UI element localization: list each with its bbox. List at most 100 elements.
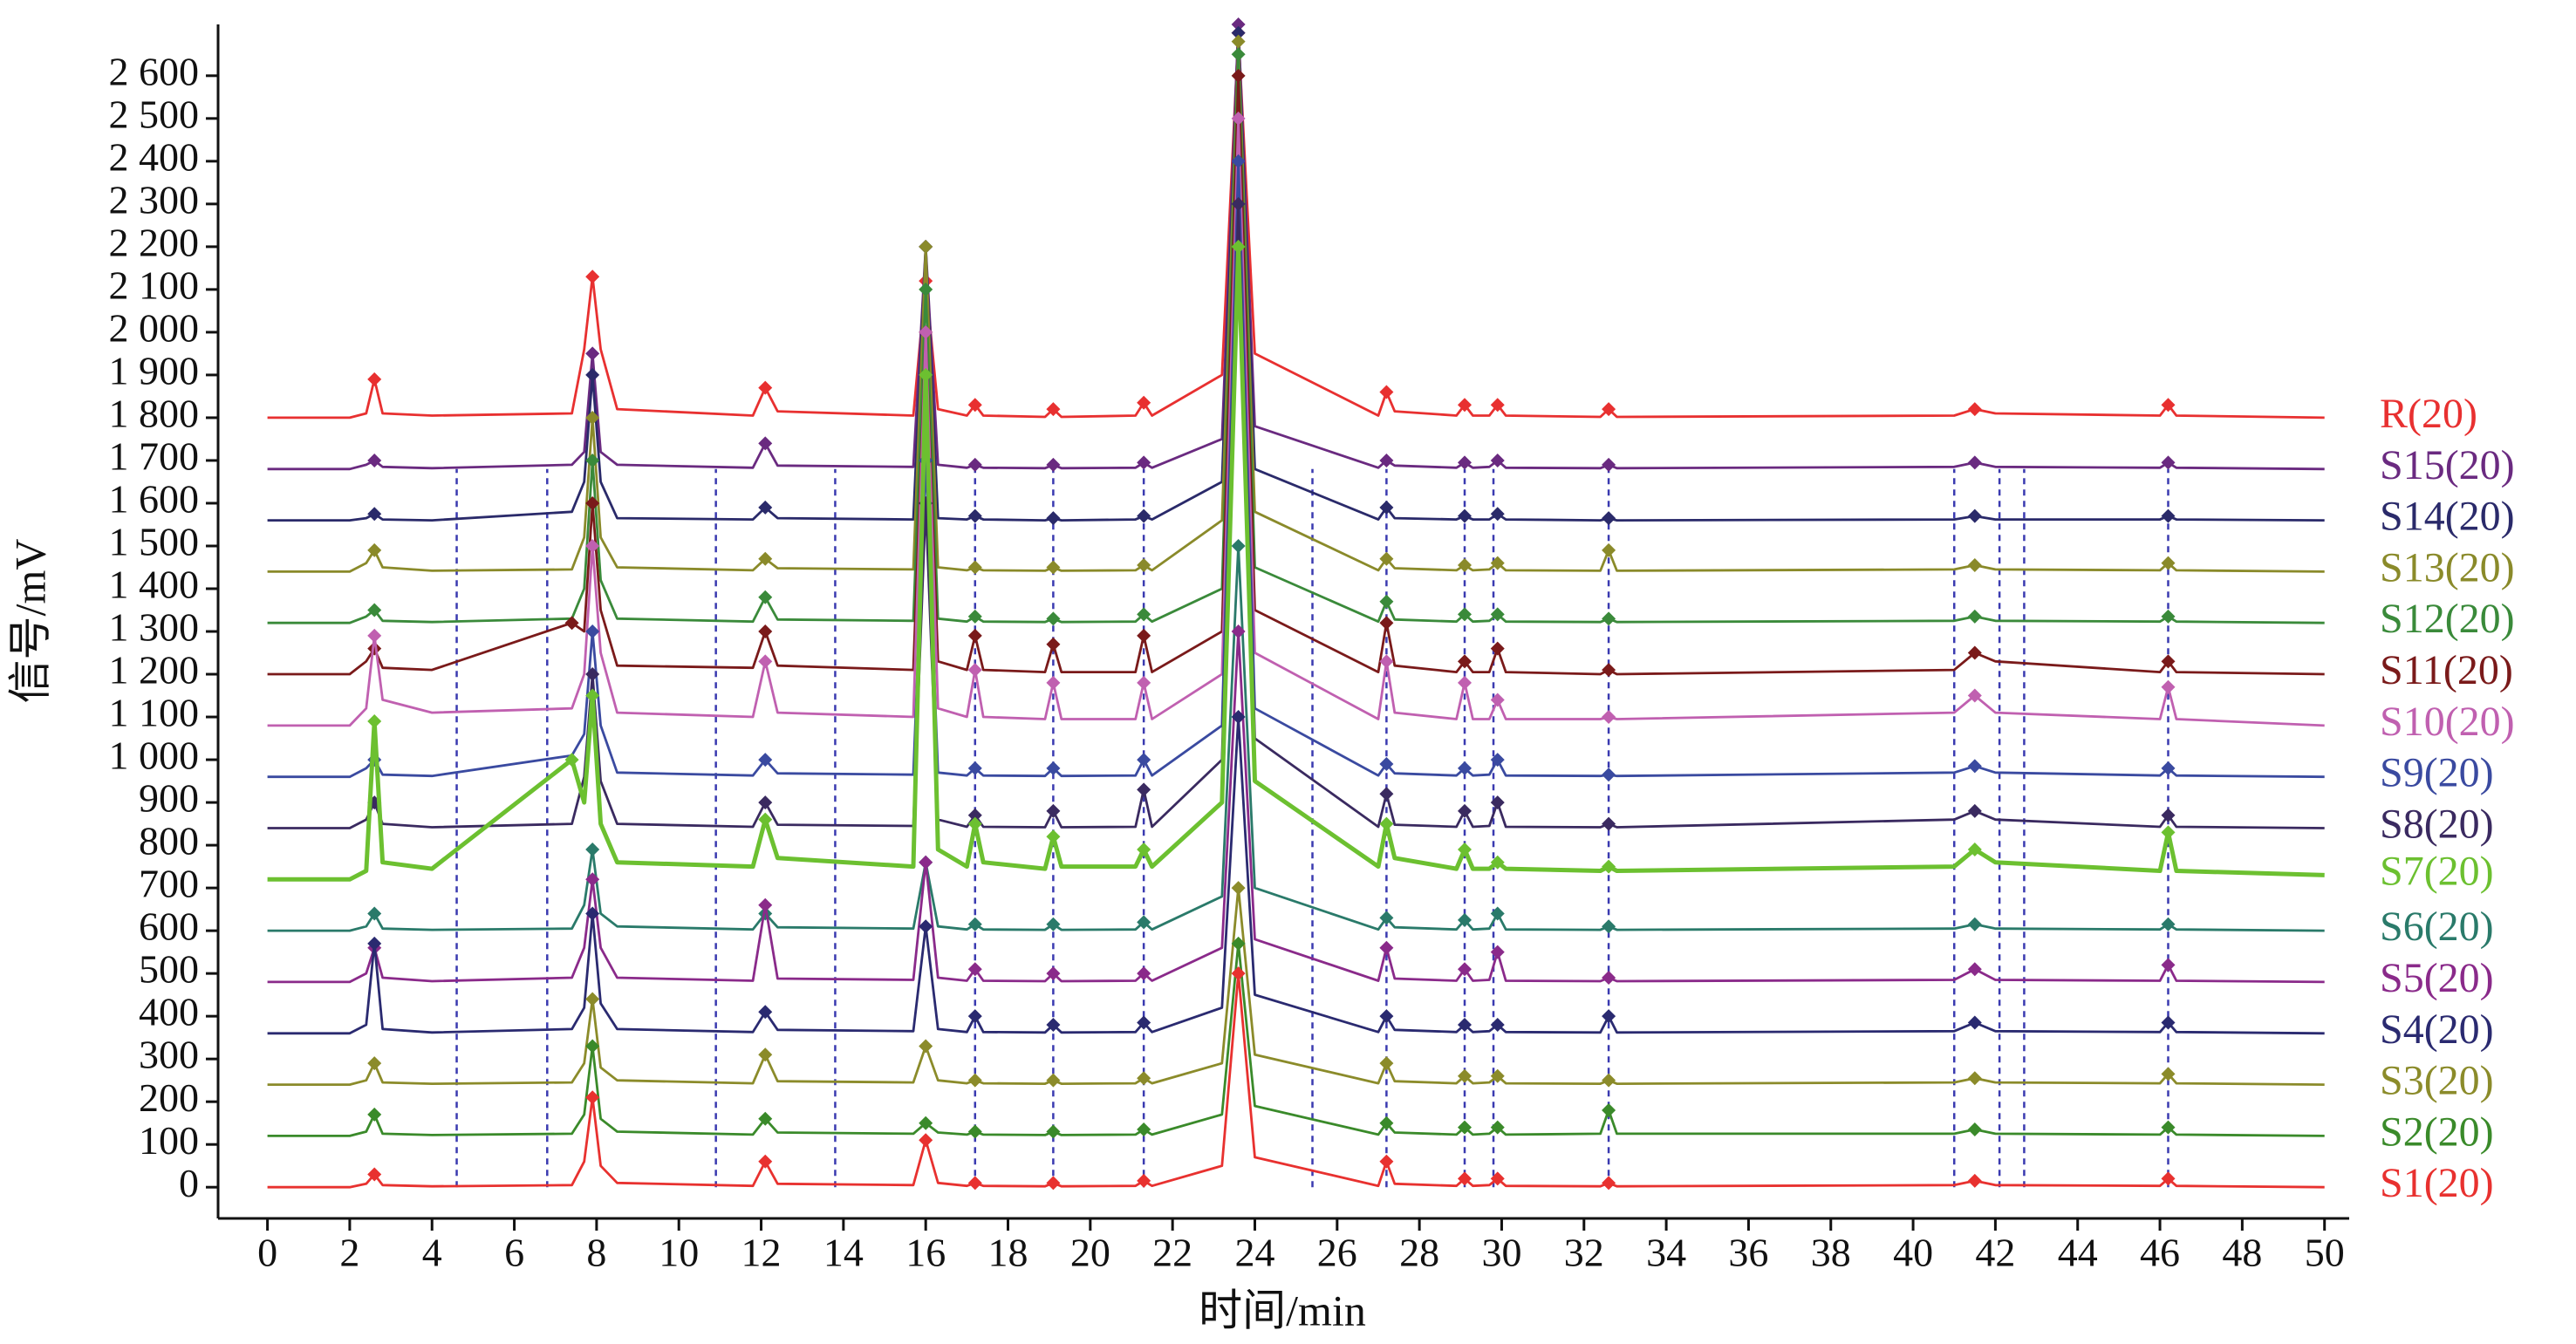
peak-marker [367,542,382,557]
y-tick-label: 2 000 [109,305,200,350]
legend-label: S6(20) [2380,904,2494,950]
peak-marker [1458,654,1472,669]
peak-marker [1602,1073,1616,1088]
peak-marker [367,1056,382,1071]
peak-marker [758,1005,773,1020]
x-tick-label: 8 [586,1231,606,1275]
peak-marker [967,628,982,643]
peak-marker [367,628,382,643]
peak-marker [758,897,773,912]
peak-marker [1137,1071,1151,1086]
peak-marker [1379,1009,1394,1024]
y-tick-label: 1 500 [109,520,200,564]
peak-marker [1490,855,1505,870]
peak-marker [1231,154,1246,168]
peak-marker [1458,398,1472,413]
x-tick-label: 26 [1317,1231,1357,1275]
peak-marker [1490,1120,1505,1135]
x-tick-label: 48 [2222,1231,2262,1275]
legend-label: S15(20) [2380,442,2515,488]
trace [267,117,2325,727]
x-tick-label: 6 [504,1231,524,1275]
peak-marker [1379,551,1394,566]
peak-marker [1379,756,1394,771]
peak-marker [585,1039,600,1054]
peak-marker [758,590,773,604]
peak-marker [585,992,600,1006]
peak-marker [1490,795,1505,810]
peak-marker [1231,538,1246,553]
peak-marker [967,1176,982,1190]
peak-marker [585,538,600,553]
peak-marker [1231,17,1246,31]
peak-marker [367,1107,382,1122]
peak-marker [967,457,982,472]
trace [267,715,2325,1035]
peak-marker [967,816,982,831]
y-tick-label: 700 [139,862,199,906]
peak-marker [1490,398,1505,413]
peak-marker [967,398,982,413]
peak-marker [1490,1171,1505,1186]
peak-marker [1458,675,1472,690]
peak-marker [919,1133,933,1148]
peak-marker [1231,25,1246,40]
peak-marker [1602,710,1616,725]
peak-marker [1967,842,1982,856]
peak-marker [585,624,600,639]
peak-marker [919,282,933,297]
trace [267,942,2325,1137]
peak-marker [758,624,773,639]
peak-marker [367,453,382,467]
peak-marker [585,872,600,887]
peak-marker [1602,1102,1616,1117]
peak-marker [1231,966,1246,981]
peak-marker [919,367,933,382]
peak-marker [2161,455,2176,470]
peak-marker [2161,556,2176,570]
peak-marker [585,453,600,467]
peak-marker [758,500,773,515]
peak-marker [1379,816,1394,831]
peak-marker [1458,1068,1472,1083]
peak-marker [758,436,773,451]
peak-marker [1458,761,1472,775]
x-tick-label: 4 [422,1231,442,1275]
peak-marker [1046,1017,1061,1032]
peak-marker [367,372,382,386]
peak-marker [1602,859,1616,874]
peak-marker [1967,1015,1982,1030]
peak-marker [367,1167,382,1182]
x-tick-label: 32 [1564,1231,1604,1275]
peak-marker [1137,915,1151,930]
x-tick-label: 28 [1399,1231,1439,1275]
peak-marker [1458,508,1472,523]
peak-marker [1602,816,1616,831]
peak-marker [1490,945,1505,959]
peak-marker [1046,1176,1061,1190]
peak-marker [758,906,773,921]
peak-marker [1458,455,1472,470]
peak-marker [758,654,773,669]
peak-marker [2161,958,2176,972]
peak-marker [1967,1071,1982,1086]
peak-marker [1046,457,1061,472]
x-tick-label: 46 [2140,1231,2180,1275]
trace [267,160,2325,779]
y-tick-label: 500 [139,947,199,992]
peak-marker [1602,457,1616,472]
peak-marker [1379,911,1394,925]
y-tick-label: 800 [139,819,199,863]
peak-marker [1490,1068,1505,1083]
peak-marker [1046,637,1061,652]
peak-marker [1137,455,1151,470]
peak-marker [1967,508,1982,523]
peak-marker [2161,508,2176,523]
peak-marker [967,962,982,977]
legend-label: S13(20) [2380,544,2515,590]
peak-marker [1137,607,1151,622]
peak-marker [1046,560,1061,575]
peak-marker [1602,611,1616,626]
peak-marker [1490,453,1505,467]
